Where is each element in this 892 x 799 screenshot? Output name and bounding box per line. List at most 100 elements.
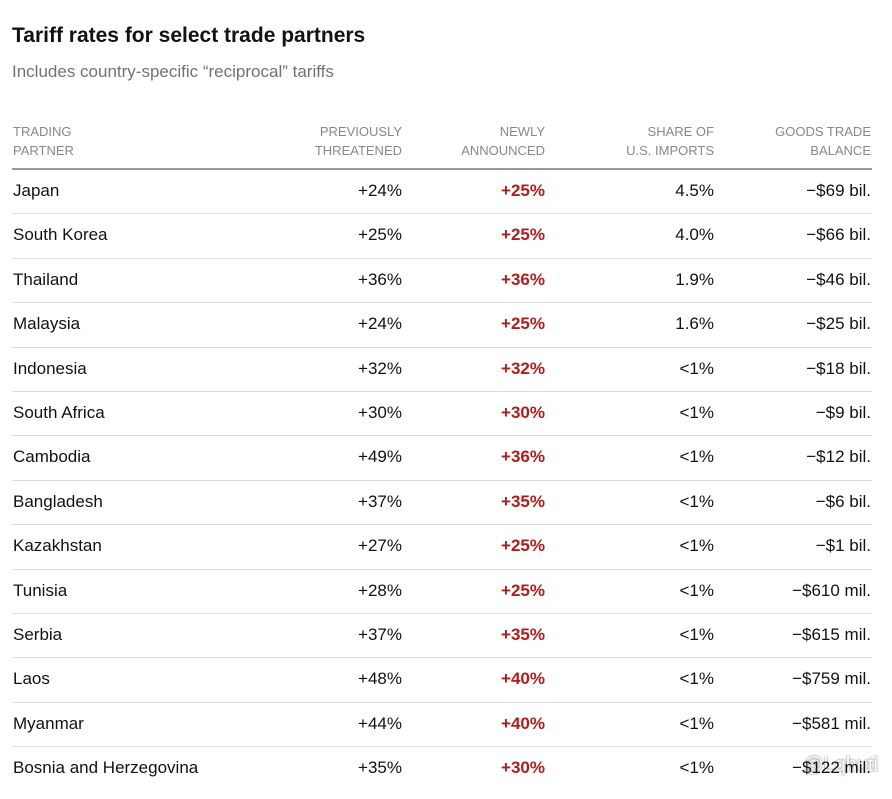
- table-cell: Serbia: [13, 625, 63, 644]
- table-cell: +40%: [501, 669, 545, 689]
- column-header-line: NEWLY: [499, 124, 545, 139]
- table-cell: <1%: [679, 491, 715, 511]
- table-cell: +37%: [358, 491, 402, 511]
- table-cell: +36%: [358, 269, 402, 289]
- table-cell: Indonesia: [13, 358, 87, 378]
- table-cell: −$759 mil.: [792, 669, 871, 689]
- table-cell: −$9 bil.: [815, 403, 871, 422]
- row-separator: [12, 746, 872, 748]
- row-separator: [12, 257, 872, 259]
- column-header-line: TRADING: [13, 124, 72, 139]
- table-cell: +48%: [358, 669, 402, 689]
- table-cell: <1%: [679, 447, 715, 467]
- table-cell: Kazakhstan: [13, 536, 102, 556]
- table-cell: Bangladesh: [13, 491, 103, 511]
- table-cell: +35%: [501, 625, 545, 644]
- row-separator: [12, 479, 872, 481]
- table-cell: Cambodia: [13, 447, 91, 467]
- table-cell: 1.6%: [675, 314, 714, 334]
- table-cell: +25%: [501, 536, 545, 556]
- table-cell: <1%: [679, 580, 715, 600]
- table-cell: +40%: [501, 713, 545, 733]
- table-cell: −$122 mil.: [792, 758, 871, 778]
- column-header-line: U.S. IMPORTS: [626, 143, 714, 158]
- table-cell: 4.0%: [675, 225, 714, 245]
- table-cell: Tunisia: [13, 580, 68, 600]
- watermark: @Lqhuti: [803, 754, 878, 776]
- table-cell: Laos: [13, 669, 50, 689]
- table-cell: +35%: [501, 491, 545, 511]
- row-separator: [12, 657, 872, 659]
- table-cell: Malaysia: [13, 314, 81, 334]
- row-separator: [12, 213, 872, 215]
- table-cell: −$6 bil.: [815, 491, 871, 511]
- table-cell: +24%: [358, 314, 402, 334]
- table-cell: +36%: [501, 269, 545, 289]
- table-cell: −$581 mil.: [792, 713, 871, 733]
- column-header: SHARE OF U.S. IMPORTS: [626, 122, 714, 160]
- column-header-line: GOODS TRADE: [775, 124, 871, 139]
- table-cell: <1%: [679, 758, 715, 778]
- table-cell: <1%: [679, 358, 715, 378]
- table-cell: −$610 mil.: [792, 580, 871, 600]
- table-cell: +30%: [358, 403, 402, 422]
- column-header-line: PARTNER: [13, 143, 74, 158]
- row-separator: [12, 435, 872, 437]
- table-cell: −$615 mil.: [792, 625, 871, 644]
- column-header: NEWLY ANNOUNCED: [461, 122, 545, 160]
- row-separator: [12, 302, 872, 304]
- column-header-line: THREATENED: [314, 143, 402, 158]
- table-cell: −$12 bil.: [806, 447, 871, 467]
- table-cell: −$1 bil.: [815, 536, 871, 556]
- table-cell: Thailand: [13, 269, 79, 289]
- table-cell: +24%: [358, 181, 402, 200]
- table-cell: <1%: [679, 536, 715, 556]
- table-cell: +28%: [358, 580, 402, 600]
- column-header-line: SHARE OF: [647, 124, 714, 139]
- table-cell: +27%: [358, 536, 402, 556]
- table-cell: South Korea: [13, 225, 108, 245]
- column-header: GOODS TRADE BALANCE: [775, 122, 871, 160]
- row-separator: [12, 568, 872, 570]
- table-cell: 1.9%: [675, 269, 714, 289]
- row-separator: [12, 701, 872, 703]
- table-cell: 4.5%: [675, 181, 714, 200]
- subtitle: Includes country-specific “reciprocal” t…: [12, 62, 334, 81]
- table-cell: South Africa: [13, 403, 105, 422]
- column-header: TRADING PARTNER: [13, 122, 74, 160]
- table-cell: +35%: [358, 758, 402, 778]
- table-cell: <1%: [679, 713, 715, 733]
- table-cell: +44%: [358, 713, 402, 733]
- row-separator: [12, 613, 872, 614]
- table-cell: <1%: [679, 403, 715, 422]
- row-separator: [12, 524, 872, 526]
- table-cell: −$66 bil.: [806, 225, 871, 245]
- table-cell: Bosnia and Herzegovina: [13, 758, 199, 778]
- column-header-line: ANNOUNCED: [461, 143, 545, 158]
- table-cell: +25%: [501, 580, 545, 600]
- table-cell: +32%: [501, 358, 545, 378]
- table-cell: +25%: [501, 225, 545, 245]
- table-cell: +30%: [501, 403, 545, 422]
- table-cell: <1%: [679, 625, 715, 644]
- table-cell: −$46 bil.: [806, 269, 871, 289]
- table-cell: Japan: [13, 181, 60, 200]
- table-cell: +25%: [501, 181, 545, 200]
- table-cell: +36%: [501, 447, 545, 467]
- table-cell: +37%: [358, 625, 402, 644]
- column-header-line: PREVIOUSLY: [319, 124, 402, 139]
- column-header: PREVIOUSLY THREATENED: [315, 122, 402, 160]
- table-cell: −$69 bil.: [806, 181, 871, 200]
- table-cell: Myanmar: [13, 713, 84, 733]
- table-cell: +49%: [358, 447, 402, 467]
- table-cell: +32%: [358, 358, 402, 378]
- row-separator: [12, 391, 872, 392]
- table-cell: +25%: [501, 314, 545, 334]
- title: Tariff rates for select trade partners: [12, 24, 366, 47]
- header-rule: [12, 168, 872, 170]
- table-cell: −$25 bil.: [806, 314, 871, 334]
- table-cell: +25%: [358, 225, 402, 245]
- table-cell: <1%: [679, 669, 715, 689]
- column-header-line: BALANCE: [810, 143, 871, 158]
